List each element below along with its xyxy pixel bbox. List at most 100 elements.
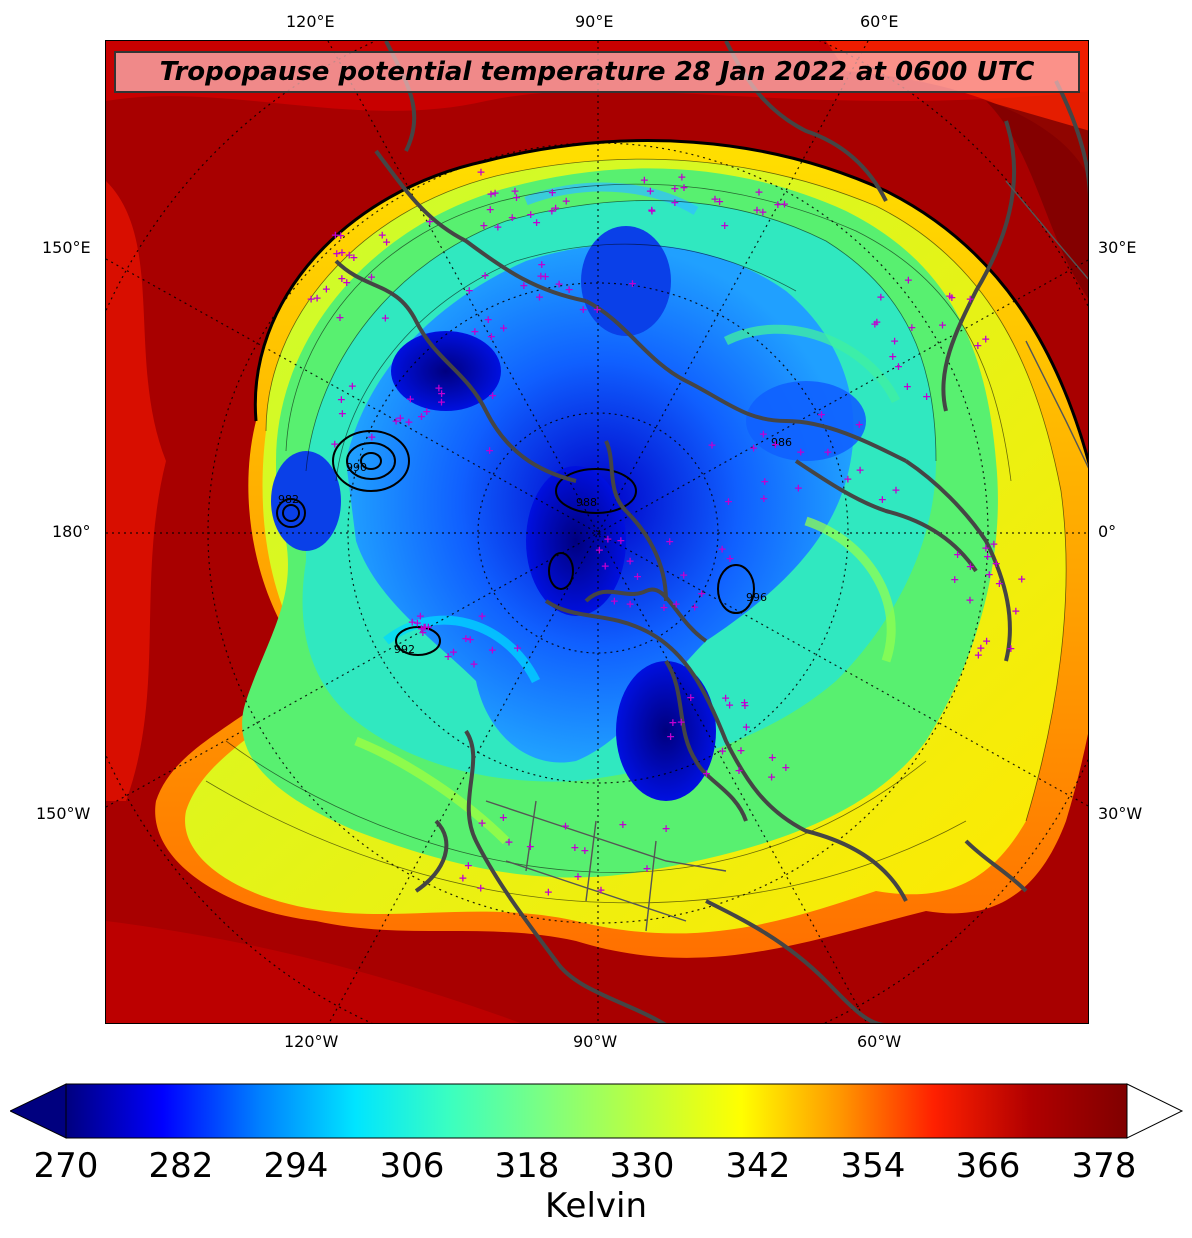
station-marker: +: [981, 333, 990, 346]
station-marker: +: [348, 380, 357, 393]
station-marker: +: [461, 632, 470, 645]
station-marker: +: [710, 193, 719, 206]
station-marker: +: [686, 691, 695, 704]
station-marker: +: [736, 744, 745, 757]
coastlines: [334, 41, 1088, 1023]
station-marker: +: [725, 552, 734, 565]
station-marker: +: [759, 427, 768, 440]
station-marker: +: [878, 493, 887, 506]
lon-label-bottom: 90°W: [573, 1032, 618, 1051]
station-marker: +: [332, 247, 341, 260]
station-marker: +: [519, 279, 528, 292]
station-marker: +: [406, 393, 415, 406]
colorbar-tick: 270: [33, 1146, 99, 1186]
station-marker: +: [601, 560, 610, 573]
station-marker: +: [973, 339, 982, 352]
station-marker: +: [551, 202, 560, 215]
station-marker: +: [976, 642, 985, 655]
station-marker: +: [466, 633, 475, 646]
station-marker: +: [565, 283, 574, 296]
station-marker: +: [470, 325, 479, 338]
station-marker: +: [449, 645, 458, 658]
station-marker: +: [947, 291, 956, 304]
cold-lobe-north: [581, 226, 671, 336]
station-marker: +: [493, 220, 502, 233]
station-marker: +: [596, 884, 605, 897]
station-marker: +: [479, 219, 488, 232]
station-marker: +: [548, 186, 557, 199]
colorbar-min-extend: [10, 1083, 67, 1139]
station-marker: +: [823, 446, 832, 459]
station-marker: +: [437, 387, 446, 400]
station-marker: +: [555, 277, 564, 290]
station-marker: +: [668, 716, 677, 729]
station-marker: +: [752, 204, 761, 217]
station-marker: +: [526, 840, 535, 853]
station-marker: +: [950, 573, 959, 586]
map-title-box: Tropopause potential temperature 28 Jan …: [114, 51, 1080, 93]
colorbar-tick: 318: [494, 1146, 560, 1186]
borders: [485, 180, 1088, 932]
station-marker: +: [907, 321, 916, 334]
station-marker: +: [982, 635, 991, 648]
station-marker: +: [408, 616, 417, 629]
station-marker: +: [945, 290, 954, 303]
station-marker: +: [670, 196, 679, 209]
station-marker: +: [754, 186, 763, 199]
station-marker: +: [413, 616, 422, 629]
station-marker: +: [420, 621, 429, 634]
station-marker: +: [421, 621, 430, 634]
station-marker: +: [434, 381, 443, 394]
station-marker: +: [547, 204, 556, 217]
station-marker: +: [690, 601, 699, 614]
station-marker: +: [458, 872, 467, 885]
station-marker: +: [855, 418, 864, 431]
station-marker: +: [707, 438, 716, 451]
station-marker: +: [679, 181, 688, 194]
pressure-label: 988: [576, 496, 597, 509]
station-marker: +: [642, 862, 651, 875]
station-marker: +: [422, 405, 431, 418]
station-marker: +: [891, 483, 900, 496]
station-marker: +: [888, 350, 897, 363]
station-marker: +: [995, 577, 1004, 590]
station-marker: +: [640, 174, 649, 187]
map-panel: 990 982 986 992 988 996: [105, 40, 1089, 1024]
station-marker: +: [904, 274, 913, 287]
station-marker: +: [876, 291, 885, 304]
lon-label-top: 90°E: [575, 12, 614, 31]
lon-label-left: 180°: [52, 522, 91, 541]
station-marker: +: [478, 610, 487, 623]
station-marker: +: [781, 761, 790, 774]
station-marker: +: [508, 211, 517, 224]
station-marker: +: [562, 194, 571, 207]
station-marker: +: [662, 822, 671, 835]
colorbar: [10, 1083, 1184, 1139]
lon-label-top: 60°E: [860, 12, 899, 31]
station-marker: +: [679, 569, 688, 582]
station-marker: +: [870, 318, 879, 331]
station-marker: +: [773, 198, 782, 211]
station-marker: +: [749, 441, 758, 454]
station-marker: +: [718, 745, 727, 758]
station-marker: +: [337, 272, 346, 285]
station-marker: +: [768, 751, 777, 764]
station-marker: +: [742, 721, 751, 734]
station-marker: +: [336, 229, 345, 242]
cold-vortex-south: [616, 661, 716, 801]
station-marker: +: [491, 186, 500, 199]
station-marker: +: [677, 715, 686, 728]
station-marker: +: [759, 492, 768, 505]
station-marker: +: [573, 870, 582, 883]
station-marker: +: [330, 438, 339, 451]
station-marker: +: [633, 570, 642, 583]
station-marker: +: [478, 817, 487, 830]
station-marker: +: [817, 408, 826, 421]
station-marker: +: [367, 270, 376, 283]
station-marker: +: [702, 767, 711, 780]
station-marker: +: [647, 204, 656, 217]
station-marker: +: [392, 415, 401, 428]
lon-label-left: 150°E: [42, 238, 91, 257]
station-marker: +: [718, 543, 727, 556]
station-marker: +: [331, 229, 340, 242]
